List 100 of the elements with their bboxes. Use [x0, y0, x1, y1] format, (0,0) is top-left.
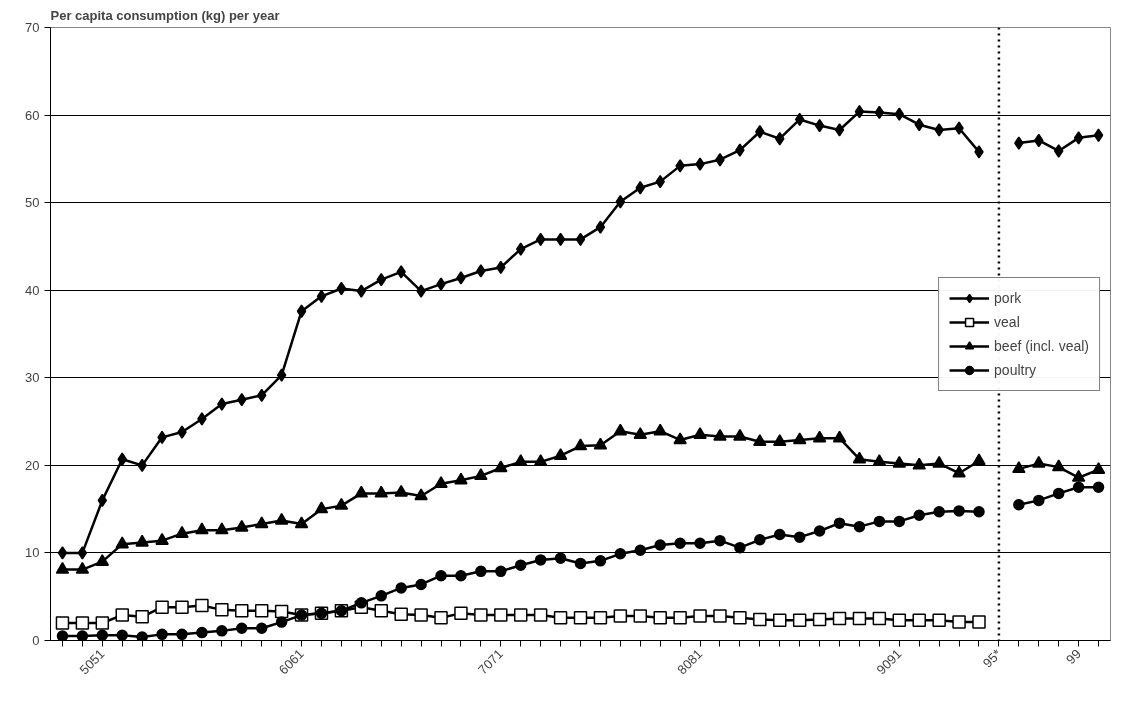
point [833, 517, 846, 529]
point [1071, 469, 1086, 482]
point [475, 565, 487, 578]
point [575, 232, 586, 247]
point [773, 613, 787, 628]
point [933, 506, 945, 518]
point [56, 630, 69, 641]
point [274, 512, 289, 525]
point [95, 554, 110, 566]
point [693, 427, 707, 439]
point [812, 430, 827, 443]
point [454, 472, 468, 485]
point [275, 616, 288, 628]
point [57, 546, 68, 560]
point [1032, 455, 1046, 468]
point [972, 453, 986, 466]
point [474, 608, 488, 622]
point [574, 557, 587, 570]
point [374, 603, 388, 618]
point [893, 515, 906, 528]
point [773, 434, 787, 446]
point [974, 145, 984, 159]
point [553, 610, 568, 625]
point [196, 626, 208, 639]
point [254, 516, 269, 529]
point [1013, 499, 1025, 511]
point [814, 118, 825, 133]
point [633, 427, 648, 439]
point [713, 428, 727, 441]
point [713, 609, 727, 623]
point [1012, 461, 1026, 474]
point [594, 555, 607, 567]
point [952, 615, 966, 629]
point [892, 455, 907, 468]
point [255, 622, 268, 634]
point [1091, 462, 1106, 474]
point [416, 284, 426, 298]
point [236, 622, 248, 634]
y-tick-label: 70 [25, 20, 40, 35]
point [136, 631, 148, 641]
point [553, 448, 568, 460]
point [853, 520, 866, 533]
point [852, 611, 867, 626]
point [695, 157, 705, 171]
point [55, 616, 70, 630]
point [673, 610, 687, 625]
point [394, 607, 408, 621]
point [494, 608, 508, 622]
point [77, 546, 88, 560]
point [753, 612, 767, 627]
point [733, 610, 747, 625]
point [615, 195, 626, 209]
point [434, 610, 448, 625]
point [175, 600, 189, 614]
point [235, 603, 249, 618]
point [1073, 131, 1084, 145]
point [654, 539, 666, 551]
point [1072, 481, 1085, 493]
y-tick-label: 30 [25, 370, 40, 386]
point [354, 485, 369, 498]
point [115, 608, 129, 622]
point [1033, 494, 1045, 507]
point [1053, 144, 1064, 158]
point [256, 388, 267, 403]
point [934, 123, 944, 137]
point [573, 610, 588, 625]
point [215, 522, 229, 535]
point [674, 537, 686, 550]
point [434, 476, 448, 488]
point [793, 531, 806, 543]
chart-title: Per capita consumption (kg) per year [50, 7, 280, 23]
point [334, 497, 349, 510]
point [555, 232, 566, 247]
point [235, 519, 249, 532]
point [415, 578, 427, 591]
point [75, 616, 90, 630]
legend-label: poultry [994, 361, 1037, 378]
point [396, 265, 406, 279]
point [894, 107, 905, 121]
point [593, 610, 608, 625]
point [95, 616, 110, 630]
point [454, 606, 468, 621]
point [316, 289, 327, 304]
point [932, 613, 946, 628]
point [175, 525, 189, 538]
point [694, 537, 706, 550]
point [115, 536, 129, 549]
point [135, 610, 149, 624]
point [874, 105, 885, 120]
point [355, 597, 368, 609]
point [336, 281, 347, 296]
x-tick-label: 99 [1063, 646, 1084, 668]
point [595, 220, 606, 234]
point [513, 608, 528, 622]
point [673, 432, 687, 445]
point [356, 284, 367, 298]
point [613, 423, 628, 436]
point [395, 582, 407, 594]
point [456, 271, 466, 285]
point [514, 559, 527, 571]
